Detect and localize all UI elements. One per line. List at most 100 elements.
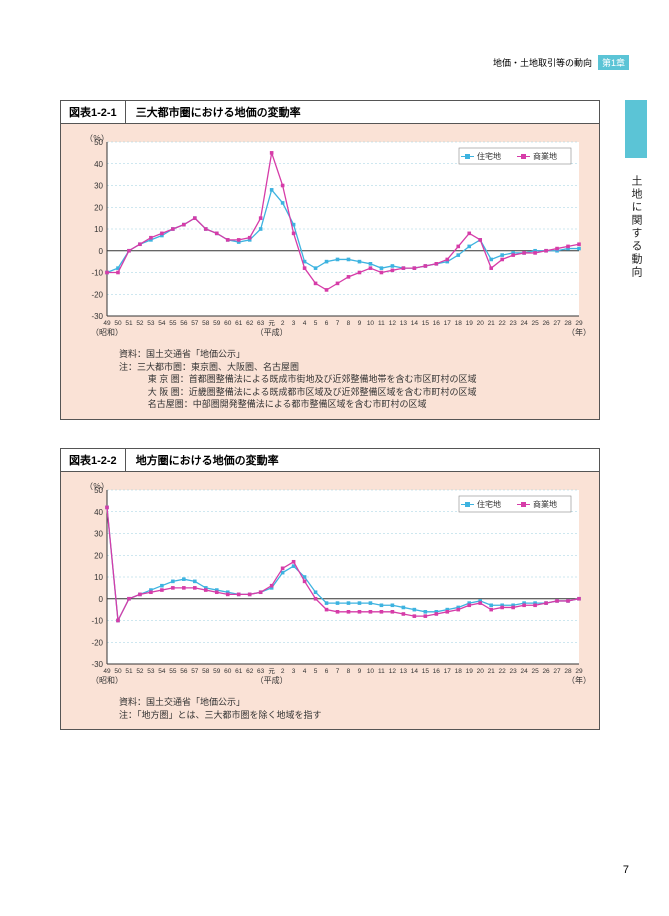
x-tick-label: 3 (292, 668, 296, 675)
series-marker (544, 601, 548, 605)
x-tick-label: 50 (114, 668, 122, 675)
series-marker (259, 227, 263, 231)
x-tick-label: 61 (235, 668, 243, 675)
side-tab-color (625, 100, 647, 158)
x-tick-label: 9 (358, 320, 362, 327)
series-marker (566, 245, 570, 249)
x-tick-label: 16 (433, 320, 441, 327)
x-tick-label: 62 (246, 668, 254, 675)
series-marker (577, 247, 581, 251)
x-tick-label: 4 (303, 320, 307, 327)
x-tick-label: 60 (224, 668, 232, 675)
series-marker (435, 612, 439, 616)
x-tick-label: 18 (455, 320, 463, 327)
series-marker (358, 601, 362, 605)
series-marker (303, 580, 307, 584)
chart-2-title-bar: 図表1-2-2 地方圏における地価の変動率 (60, 448, 600, 472)
series-marker (303, 266, 307, 270)
y-tick-label: -30 (91, 660, 103, 669)
series-marker (281, 184, 285, 188)
chart-1-notes: 資料：国土交通省「地価公示」注：三大都市圏：東京圏、大阪圏、名古屋圏東 京 圏：… (119, 348, 591, 411)
x-tick-label: 28 (564, 668, 572, 675)
series-marker (270, 151, 274, 155)
x-tick-label: 12 (389, 668, 397, 675)
series-marker (489, 266, 493, 270)
x-tick-label: 10 (367, 320, 375, 327)
series-marker (566, 599, 570, 603)
x-tick-label: 13 (400, 320, 408, 327)
chart-2-title: 地方圏における地価の変動率 (126, 449, 289, 471)
series-marker (149, 590, 153, 594)
series-marker (215, 232, 219, 236)
era-label: （年） (567, 675, 589, 685)
series-marker (358, 610, 362, 614)
x-tick-label: 8 (347, 320, 351, 327)
series-marker (292, 560, 296, 564)
x-tick-label: 24 (520, 320, 528, 327)
y-unit-label: （％） (85, 134, 109, 143)
series-marker (171, 586, 175, 590)
x-tick-label: 29 (575, 668, 583, 675)
series-marker (533, 251, 537, 255)
chart-1-title-bar: 図表1-2-1 三大都市圏における地価の変動率 (60, 100, 600, 124)
side-section-label: 土地に関する動向 (628, 175, 644, 279)
series-marker (314, 597, 318, 601)
series-marker (160, 232, 164, 236)
series-marker (456, 245, 460, 249)
series-marker (248, 593, 252, 597)
series-marker (467, 245, 471, 249)
x-tick-label: 28 (564, 320, 572, 327)
x-tick-label: 51 (125, 320, 133, 327)
series-marker (577, 242, 581, 246)
x-tick-label: 11 (378, 320, 385, 327)
series-marker (292, 232, 296, 236)
series-marker (182, 223, 186, 227)
x-tick-label: 55 (169, 668, 177, 675)
series-marker (555, 247, 559, 251)
x-tick-label: 5 (314, 320, 318, 327)
era-label: （平成） (256, 675, 288, 685)
series-marker (555, 599, 559, 603)
y-tick-label: -10 (91, 617, 103, 626)
series-marker (182, 577, 186, 581)
era-label: （平成） (256, 327, 288, 337)
series-marker (347, 258, 351, 262)
series-marker (380, 603, 384, 607)
page-number: 7 (623, 864, 629, 876)
series-marker (105, 506, 109, 510)
series-marker (325, 260, 329, 264)
legend-label: 住宅地 (477, 151, 501, 161)
series-marker (193, 216, 197, 220)
series-marker (149, 236, 153, 240)
series-marker (336, 610, 340, 614)
x-tick-label: 24 (520, 668, 528, 675)
x-tick-label: 5 (314, 668, 318, 675)
series-marker (182, 586, 186, 590)
y-tick-label: 30 (94, 182, 103, 191)
x-tick-label: 17 (444, 668, 452, 675)
x-tick-label: 元 (268, 319, 275, 327)
chart-2-number: 図表1-2-2 (61, 449, 126, 471)
series-marker (259, 590, 263, 594)
x-tick-label: 9 (358, 668, 362, 675)
x-tick-label: 15 (422, 320, 430, 327)
chart-2-body: -30-20-1001020304050（％）49505152535455565… (60, 472, 600, 730)
chart-svg: -30-20-1001020304050（％）49505152535455565… (69, 480, 589, 690)
x-tick-label: 26 (542, 668, 550, 675)
note-line: 注：三大都市圏：東京圏、大阪圏、名古屋圏 (119, 361, 591, 374)
series-marker (314, 282, 318, 286)
x-tick-label: 17 (444, 320, 452, 327)
x-tick-label: 6 (325, 320, 329, 327)
series-marker (193, 586, 197, 590)
series-marker (500, 606, 504, 610)
series-marker (270, 188, 274, 192)
series-marker (369, 610, 373, 614)
series-marker (347, 601, 351, 605)
chart-1-number: 図表1-2-1 (61, 101, 126, 123)
legend-label: 住宅地 (477, 499, 501, 509)
series-marker (511, 606, 515, 610)
x-tick-label: 52 (136, 668, 144, 675)
x-tick-label: 25 (531, 320, 539, 327)
x-tick-label: 54 (158, 668, 166, 675)
y-tick-label: 0 (99, 247, 104, 256)
